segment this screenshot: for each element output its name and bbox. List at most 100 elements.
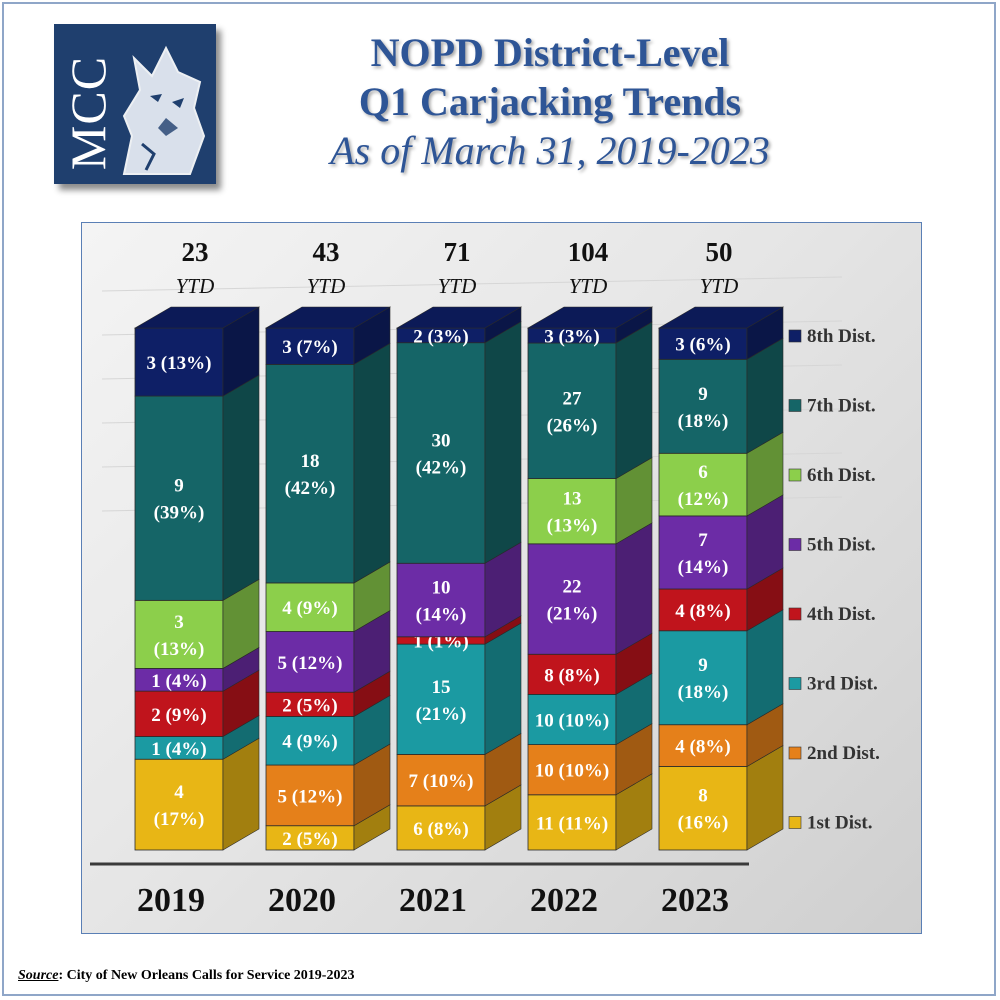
bar-5th-2023 xyxy=(658,515,748,590)
x-tick-2020: 2020 xyxy=(268,882,336,919)
legend-swatch-2nd xyxy=(788,746,802,760)
data-label-5th-2023: 7 xyxy=(698,530,708,551)
data-label-7th-2022: (26%) xyxy=(547,415,598,436)
bar-side-7th-2020 xyxy=(353,342,391,584)
bar-2nd-2021 xyxy=(396,754,486,807)
bar-2nd-2022 xyxy=(527,744,617,796)
legend-swatch-5th xyxy=(788,538,802,551)
wolf-mascot-icon xyxy=(122,45,206,175)
legend-label-6th: 6th Dist. xyxy=(807,465,876,486)
legend-label-7th: 7th Dist. xyxy=(807,396,876,417)
data-label-8th-2020: 3 (7%) xyxy=(282,337,337,358)
total-label-2023: 50 xyxy=(706,237,733,267)
data-label-7th-2023: (18%) xyxy=(678,411,729,432)
data-label-1st-2019: (17%) xyxy=(154,809,205,830)
data-label-6th-2022: 13 xyxy=(563,489,582,510)
data-label-3rd-2023: (18%) xyxy=(678,682,729,703)
data-label-7th-2023: 9 xyxy=(698,384,708,405)
data-label-2nd-2020: 5 (12%) xyxy=(278,786,343,807)
data-label-1st-2019: 4 xyxy=(174,782,184,803)
stacked-bar-chart: 4 (17%) 1 (4%) 2 (9%) 1 (4%) 3 (13%) 9 (39%) 3 (1… xyxy=(90,237,880,919)
data-label-7th-2019: 9 xyxy=(174,476,184,497)
source-note: Source: City of New Orleans Calls for Se… xyxy=(18,968,354,984)
data-label-1st-2023: (16%) xyxy=(678,813,729,834)
chart-title: NOPD District-Level Q1 Carjacking Trends… xyxy=(240,28,860,175)
data-label-7th-2020: (42%) xyxy=(285,478,336,499)
data-label-3rd-2020: 4 (9%) xyxy=(282,732,337,753)
data-label-7th-2021: 30 xyxy=(432,430,451,451)
bar-7th-2021 xyxy=(396,342,486,564)
legend-label-2nd: 2nd Dist. xyxy=(807,743,880,764)
data-label-7th-2019: (39%) xyxy=(154,503,205,524)
mcc-logo: MCC xyxy=(54,24,216,184)
data-label-6th-2022: (13%) xyxy=(547,516,598,537)
data-label-7th-2020: 18 xyxy=(301,451,320,472)
data-label-3rd-2019: 1 (4%) xyxy=(151,739,206,760)
data-label-1st-2020: 2 (5%) xyxy=(282,829,337,850)
x-tick-2023: 2023 xyxy=(661,882,729,919)
legend-swatch-6th xyxy=(788,468,802,482)
bar-7th-2022 xyxy=(527,342,617,479)
data-label-5th-2020: 5 (12%) xyxy=(278,653,343,674)
source-label: Source xyxy=(18,968,59,983)
data-label-5th-2022: (21%) xyxy=(547,604,598,625)
bar-3rd-2020 xyxy=(265,716,355,766)
data-label-2nd-2022: 10 (10%) xyxy=(535,761,609,782)
data-label-7th-2021: (42%) xyxy=(416,457,467,478)
data-label-8th-2021: 2 (3%) xyxy=(413,326,468,347)
data-label-5th-2022: 22 xyxy=(563,577,582,598)
ytd-label-2021: YTD xyxy=(438,274,477,298)
bar-1st-2022 xyxy=(527,794,617,851)
bar-7th-2020 xyxy=(265,364,355,584)
total-label-2020: 43 xyxy=(313,237,340,267)
bar-side-7th-2022 xyxy=(615,321,653,480)
data-label-3rd-2021: (21%) xyxy=(416,704,467,725)
title-line-3: As of March 31, 2019-2023 xyxy=(330,128,770,173)
bar-1st-2019 xyxy=(134,758,224,851)
bar-7th-2023 xyxy=(658,358,748,454)
chart-panel: 4 (17%) 1 (4%) 2 (9%) 1 (4%) 3 (13%) 9 (39%) 3 (1… xyxy=(81,222,922,934)
bar-4th-2022 xyxy=(527,653,617,695)
legend-swatch-1st xyxy=(788,816,802,829)
bar-5th-2021 xyxy=(396,562,486,638)
legend-swatch-8th xyxy=(788,329,802,343)
data-label-6th-2020: 4 (9%) xyxy=(282,598,337,619)
data-label-2nd-2023: 4 (8%) xyxy=(675,737,730,758)
legend-label-5th: 5th Dist. xyxy=(807,535,876,556)
bar-side-7th-2019 xyxy=(222,374,260,601)
data-label-2nd-2021: 7 (10%) xyxy=(409,771,474,792)
data-label-6th-2019: 3 xyxy=(174,612,184,633)
data-label-6th-2023: (12%) xyxy=(678,489,729,510)
bar-3rd-2023 xyxy=(658,630,748,726)
data-label-5th-2021: 10 xyxy=(432,578,451,599)
legend-label-4th: 4th Dist. xyxy=(807,604,876,625)
bar-6th-2022 xyxy=(527,478,617,545)
total-label-2019: 23 xyxy=(182,237,209,267)
data-label-5th-2023: (14%) xyxy=(678,557,729,578)
title-line-1: NOPD District-Level xyxy=(370,30,730,75)
logo-text: MCC xyxy=(60,55,116,171)
bar-side-7th-2021 xyxy=(484,321,522,564)
data-label-8th-2023: 3 (6%) xyxy=(675,335,730,356)
data-label-8th-2022: 3 (3%) xyxy=(544,327,599,348)
legend-swatch-7th xyxy=(788,399,802,412)
bar-top-2022 xyxy=(526,306,654,329)
data-label-1st-2023: 8 xyxy=(698,786,708,807)
bar-top-2023 xyxy=(657,306,785,329)
data-label-5th-2021: (14%) xyxy=(416,605,467,626)
title-line-2: Q1 Carjacking Trends xyxy=(358,79,742,124)
data-label-4th-2020: 2 (5%) xyxy=(282,695,337,716)
bar-side-3rd-2021 xyxy=(484,622,522,755)
legend-swatch-3rd xyxy=(788,677,802,690)
bar-1st-2020 xyxy=(265,825,355,851)
bar-top-2020 xyxy=(264,306,392,329)
data-label-4th-2023: 4 (8%) xyxy=(675,601,730,622)
x-tick-2022: 2022 xyxy=(530,882,598,919)
source-text: : City of New Orleans Calls for Service … xyxy=(58,968,355,983)
ytd-label-2023: YTD xyxy=(700,274,739,298)
bar-5th-2020 xyxy=(265,631,355,693)
bar-7th-2019 xyxy=(134,395,224,601)
data-label-3rd-2021: 15 xyxy=(432,677,451,698)
bar-8th-2019 xyxy=(134,327,224,397)
